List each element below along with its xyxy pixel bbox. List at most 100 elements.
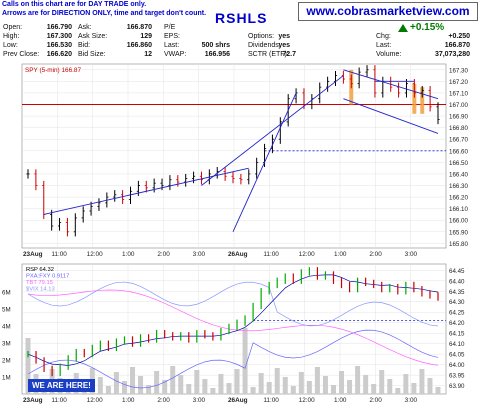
trend-line bbox=[201, 75, 344, 186]
high-value: 167.300 bbox=[46, 33, 72, 40]
volume-bar bbox=[274, 368, 280, 394]
x-tick-label: 26Aug bbox=[228, 397, 248, 404]
up-arrow-icon bbox=[398, 24, 408, 32]
site-banner[interactable]: www.cobrasmarketview.com bbox=[298, 2, 478, 21]
volume-bar bbox=[130, 367, 136, 394]
volume-tick-label: 4M bbox=[2, 324, 11, 331]
volume-label: Volume: bbox=[376, 51, 402, 58]
ticker-title: RSHLS bbox=[215, 10, 268, 26]
volume-bar bbox=[330, 385, 336, 394]
y-tick-label: 166.30 bbox=[449, 183, 468, 190]
bid-label: Bid: bbox=[78, 42, 91, 49]
x-tick-label: 1:00 bbox=[122, 251, 135, 258]
volume-bar bbox=[282, 377, 288, 394]
x-tick-label: 2:00 bbox=[157, 251, 170, 258]
y-tick-label: 167.20 bbox=[449, 79, 468, 86]
high-label: High: bbox=[3, 33, 20, 40]
orange-highlight-bar bbox=[420, 87, 425, 114]
y-tick-label: 166.70 bbox=[449, 137, 468, 144]
low-value: 166.530 bbox=[46, 42, 72, 49]
open-value: 166.790 bbox=[46, 24, 72, 31]
y-tick-label: 64.15 bbox=[449, 331, 465, 338]
chg-value: +0.250 bbox=[448, 33, 470, 40]
bid-size-value: 12 bbox=[144, 51, 152, 58]
volume-bar bbox=[202, 379, 208, 394]
volume-bar bbox=[138, 376, 144, 394]
day-trade-note: Calls on this chart are for DAY TRADE on… bbox=[2, 1, 147, 8]
x-tick-label: 11:00 bbox=[263, 251, 279, 258]
x-tick-label: 2:00 bbox=[369, 397, 382, 404]
volume-tick-label: 1M bbox=[2, 375, 11, 382]
x-tick-label: 11:00 bbox=[51, 397, 67, 404]
x-tick-label: 23Aug bbox=[23, 251, 43, 258]
direction-note: Arrows are for DIRECTION ONLY, time and … bbox=[2, 10, 207, 17]
price-chart: 165.80 165.90 166.00 166.10 166.20 166.30 166.… bbox=[21, 63, 468, 258]
y-tick-label: 165.90 bbox=[449, 229, 468, 236]
volume-bar bbox=[322, 376, 328, 394]
x-tick-label: 12:00 bbox=[299, 251, 315, 258]
volume-bar bbox=[242, 328, 248, 394]
vwap-label: VWAP: bbox=[164, 51, 187, 58]
orange-highlight-bar bbox=[412, 83, 417, 114]
y-tick-label: 166.60 bbox=[449, 148, 468, 155]
x-tick-label: 12:00 bbox=[299, 397, 315, 404]
last-price-label: Last: bbox=[376, 42, 392, 49]
dividends-value: yes bbox=[278, 42, 290, 49]
volume-bar bbox=[146, 385, 152, 394]
y-tick-label: 167.10 bbox=[449, 90, 468, 97]
y-tick-label: 64.10 bbox=[449, 341, 465, 348]
x-tick-label: 26Aug bbox=[228, 251, 248, 258]
volume-bar bbox=[97, 377, 103, 394]
price-legend: SPY (5-min) 166.87 bbox=[25, 67, 81, 74]
volume-bar bbox=[266, 382, 272, 394]
x-tick-label: 12:00 bbox=[87, 397, 103, 404]
volume-bar bbox=[419, 369, 425, 394]
sctr-value: 72.7 bbox=[282, 51, 296, 58]
last-price-value: 166.870 bbox=[444, 42, 470, 49]
x-tick-label: 3:00 bbox=[405, 251, 418, 258]
volume-bar bbox=[105, 386, 111, 394]
volume-bar bbox=[371, 384, 377, 394]
volume-bar bbox=[355, 366, 361, 394]
we-are-here-badge: WE ARE HERE! bbox=[28, 379, 95, 392]
y-tick-label: 64.40 bbox=[449, 278, 465, 285]
indicator-legend: TBT 79.15 bbox=[26, 280, 53, 286]
volume-bar bbox=[121, 381, 127, 394]
ask-size-value: 129 bbox=[140, 33, 152, 40]
volume-value: 37,073,280 bbox=[434, 51, 470, 58]
volume-bar bbox=[435, 387, 441, 394]
y-tick-label: 64.20 bbox=[449, 320, 465, 327]
volume-bar bbox=[113, 372, 119, 394]
y-tick-label: 167.30 bbox=[449, 67, 468, 74]
y-tick-label: 166.20 bbox=[449, 195, 468, 202]
volume-bar bbox=[403, 374, 409, 394]
pct-change: +0.15% bbox=[410, 22, 445, 33]
indicator-legend: $VIX 14.13 bbox=[26, 287, 55, 293]
pe-label: P/E bbox=[164, 24, 176, 31]
volume-bar bbox=[226, 383, 232, 394]
y-tick-label: 64.45 bbox=[449, 268, 465, 275]
x-tick-label: 12:00 bbox=[87, 251, 103, 258]
volume-bar bbox=[339, 371, 345, 394]
volume-bar bbox=[25, 338, 31, 394]
bid-value: 166.860 bbox=[126, 42, 152, 49]
channel-bottom-line bbox=[343, 98, 439, 134]
volume-bar bbox=[210, 388, 216, 394]
prev-close-label: Prev Close: bbox=[3, 51, 40, 58]
pxa-line bbox=[27, 329, 439, 389]
x-tick-label: 1:00 bbox=[122, 397, 135, 404]
low-label: Low: bbox=[3, 42, 18, 49]
x-tick-label: 23Aug bbox=[23, 397, 43, 404]
bid-size-label: Bid Size: bbox=[78, 51, 106, 58]
x-tick-label: 3:00 bbox=[193, 397, 206, 404]
y-tick-label: 166.10 bbox=[449, 206, 468, 213]
y-tick-label: 165.80 bbox=[449, 241, 468, 248]
x-tick-label: 11:00 bbox=[51, 251, 67, 258]
volume-bar bbox=[154, 371, 160, 394]
dividends-label: Dividends: bbox=[248, 42, 281, 49]
volume-bar bbox=[298, 372, 304, 394]
y-tick-label: 63.95 bbox=[449, 373, 465, 380]
volume-tick-label: 3M bbox=[2, 341, 11, 348]
x-tick-label: 11:00 bbox=[263, 397, 279, 404]
volume-bar bbox=[258, 373, 264, 394]
